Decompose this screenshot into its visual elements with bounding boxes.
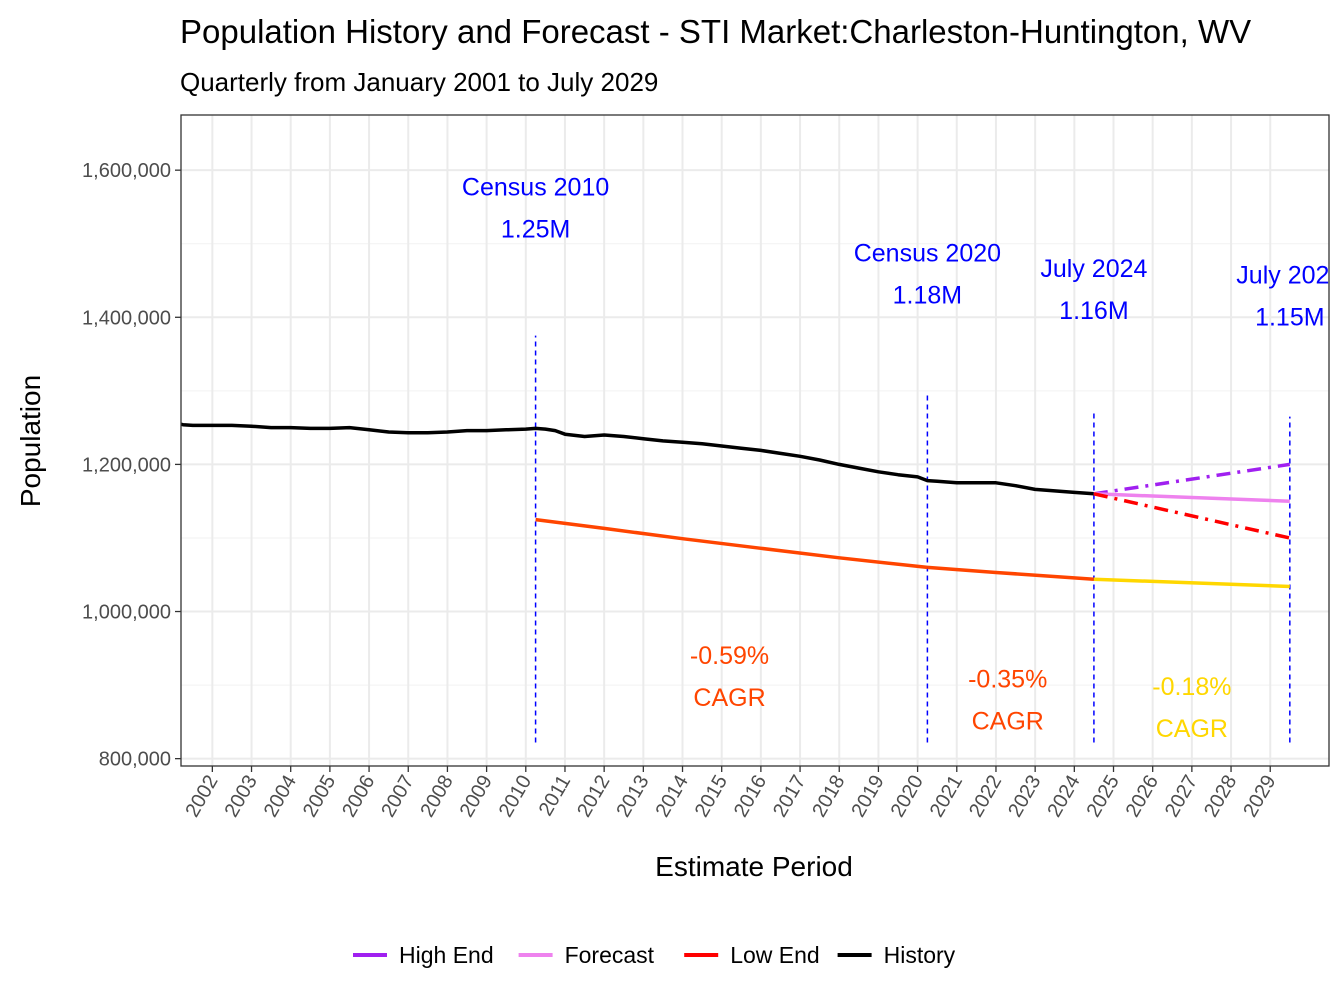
- y-tick-label: 1,000,000: [82, 602, 171, 624]
- y-tick-label: 1,200,000: [82, 454, 171, 476]
- x-tick-label: 2021: [926, 772, 967, 822]
- x-tick-label: 2009: [456, 772, 497, 822]
- series-lines: [181, 422, 1291, 589]
- x-tick-label: 2007: [377, 772, 418, 822]
- x-tick-label: 2014: [652, 772, 693, 822]
- annotation-label: 1.25M: [501, 215, 570, 243]
- annotation-label: CAGR: [693, 684, 765, 712]
- annotation-label: Census 2020: [854, 240, 1001, 268]
- annotation-label: 1.18M: [893, 282, 962, 310]
- y-tick-label: 800,000: [99, 749, 171, 771]
- series-line-cagr-2010-2020: [535, 517, 928, 570]
- annotation-label: Census 2010: [462, 173, 609, 201]
- annotation-label: 1.15M: [1255, 304, 1324, 332]
- x-tick-label: 2012: [573, 772, 614, 822]
- x-tick-label: 2017: [769, 772, 810, 822]
- x-tick-label: 2013: [612, 772, 653, 822]
- y-tick-label: 1,400,000: [82, 307, 171, 329]
- y-axis: 800,000 1,000,000 1,200,000 1,400,000 1,600,…: [82, 160, 181, 771]
- x-tick-label: 2003: [221, 772, 262, 822]
- x-axis: 2002200320042005200620072008200920102011…: [181, 766, 1281, 822]
- series-line-cagr-2024-2029: [1093, 577, 1290, 589]
- x-tick-label: 2016: [730, 772, 771, 822]
- annotation-label: CAGR: [972, 708, 1044, 736]
- legend-label: History: [884, 942, 956, 968]
- x-tick-label: 2010: [495, 772, 536, 822]
- x-tick-label: 2025: [1083, 772, 1124, 822]
- annotations: Census 2010 1.25M Census 2020 1.18M July 202…: [462, 173, 1343, 743]
- legend-label: Low End: [730, 942, 820, 968]
- x-tick-label: 2022: [965, 772, 1006, 822]
- series-line-history: [181, 422, 1095, 496]
- annotation-label: -0.35%: [968, 666, 1047, 694]
- gridlines: [181, 115, 1329, 766]
- x-tick-label: 2027: [1161, 772, 1202, 822]
- series-line-cagr-2020-2024: [927, 565, 1095, 581]
- chart-subtitle: Quarterly from January 2001 to July 2029: [180, 67, 658, 97]
- x-tick-label: 2019: [847, 772, 888, 822]
- x-tick-label: 2023: [1004, 772, 1045, 822]
- chart-title: Population History and Forecast - STI Ma…: [180, 13, 1251, 50]
- x-tick-label: 2020: [887, 772, 928, 822]
- series-line-low-end: [1093, 492, 1291, 540]
- y-axis-title: Population: [15, 375, 46, 507]
- series-line-high-end: [1093, 462, 1291, 496]
- y-tick-label: 1,600,000: [82, 160, 171, 182]
- x-tick-label: 2028: [1200, 772, 1241, 822]
- annotation-label: CAGR: [1156, 715, 1228, 743]
- x-tick-label: 2029: [1239, 772, 1280, 822]
- x-tick-label: 2008: [416, 772, 457, 822]
- annotation-label: -0.18%: [1152, 673, 1231, 701]
- x-tick-label: 2011: [535, 772, 576, 820]
- x-tick-label: 2015: [691, 772, 732, 822]
- x-axis-title: Estimate Period: [655, 851, 853, 882]
- x-tick-label: 2024: [1043, 772, 1084, 822]
- x-tick-label: 2004: [260, 772, 301, 822]
- annotation-label: -0.59%: [690, 642, 769, 670]
- x-tick-label: 2026: [1122, 772, 1163, 822]
- x-tick-label: 2005: [299, 772, 340, 822]
- annotation-label: July 2029: [1236, 262, 1343, 290]
- series-line-forecast: [1093, 492, 1290, 503]
- legend-label: High End: [399, 942, 494, 968]
- x-tick-label: 2018: [808, 772, 849, 822]
- legend-label: Forecast: [565, 942, 655, 968]
- panel-border: [180, 114, 1330, 767]
- x-tick-label: 2002: [181, 772, 222, 822]
- plot-panel: [181, 115, 1329, 766]
- annotation-label: July 2024: [1040, 255, 1147, 283]
- x-tick-label: 2006: [338, 772, 379, 822]
- annotation-label: 1.16M: [1059, 297, 1128, 325]
- legend: High End Forecast Low End History: [353, 942, 956, 968]
